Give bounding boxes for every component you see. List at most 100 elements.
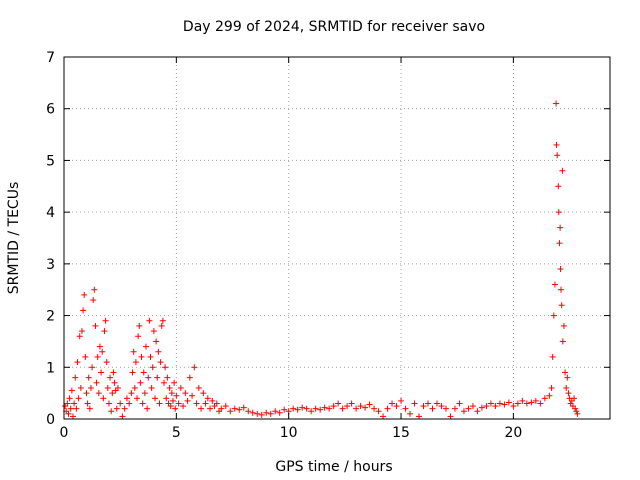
data-point bbox=[143, 343, 150, 350]
data-point bbox=[546, 392, 553, 399]
data-point bbox=[200, 390, 207, 397]
x-tick-label: 5 bbox=[172, 425, 181, 441]
data-point bbox=[411, 400, 418, 407]
plot-frame bbox=[63, 56, 611, 420]
data-point bbox=[551, 281, 558, 288]
data-point bbox=[91, 286, 98, 293]
data-point bbox=[150, 328, 157, 335]
data-point bbox=[456, 400, 463, 407]
data-point bbox=[572, 405, 579, 412]
data-point bbox=[104, 384, 111, 391]
data-point bbox=[90, 297, 97, 304]
data-point bbox=[95, 390, 102, 397]
data-point bbox=[108, 408, 115, 415]
data-point bbox=[474, 408, 481, 415]
data-point bbox=[172, 405, 179, 412]
data-point bbox=[147, 353, 154, 360]
data-point bbox=[193, 400, 200, 407]
data-point bbox=[69, 413, 76, 420]
data-point bbox=[84, 400, 91, 407]
data-point bbox=[107, 374, 114, 381]
data-point bbox=[182, 390, 189, 397]
data-point bbox=[553, 141, 560, 148]
data-point bbox=[263, 409, 270, 416]
y-tick-label: 1 bbox=[46, 360, 55, 376]
data-point bbox=[559, 167, 566, 174]
y-tick-label: 0 bbox=[46, 412, 55, 428]
data-point bbox=[564, 374, 571, 381]
data-point bbox=[357, 403, 364, 410]
data-point bbox=[111, 379, 118, 386]
data-point bbox=[102, 317, 109, 324]
data-point bbox=[78, 328, 85, 335]
data-point bbox=[554, 152, 561, 159]
data-point bbox=[175, 400, 182, 407]
data-point bbox=[72, 374, 79, 381]
y-tick-label: 3 bbox=[46, 257, 55, 273]
y-tick-label: 2 bbox=[46, 309, 55, 325]
data-point bbox=[557, 266, 564, 273]
data-point bbox=[303, 405, 310, 412]
y-tick-label: 6 bbox=[46, 102, 55, 118]
data-point bbox=[281, 406, 288, 413]
data-point bbox=[245, 408, 252, 415]
data-point bbox=[130, 348, 137, 355]
data-point bbox=[89, 364, 96, 371]
data-point bbox=[384, 405, 391, 412]
data-point bbox=[519, 397, 526, 404]
data-point bbox=[68, 387, 75, 394]
data-point bbox=[240, 404, 247, 411]
data-point bbox=[146, 317, 153, 324]
data-point bbox=[166, 384, 173, 391]
data-point bbox=[163, 395, 170, 402]
data-point bbox=[191, 364, 198, 371]
data-point bbox=[87, 384, 94, 391]
data-point bbox=[65, 410, 72, 417]
data-point bbox=[66, 395, 73, 402]
data-point bbox=[429, 405, 436, 412]
data-point bbox=[100, 395, 107, 402]
data-point bbox=[548, 384, 555, 391]
data-point bbox=[571, 395, 578, 402]
data-point bbox=[549, 353, 556, 360]
data-point bbox=[541, 395, 548, 402]
data-point bbox=[131, 384, 138, 391]
data-series bbox=[62, 100, 581, 420]
data-point bbox=[563, 384, 570, 391]
axis-ticks: 0 5 10 15 20 0 1 2 3 4 5 6 7 bbox=[46, 50, 610, 441]
data-point bbox=[523, 400, 530, 407]
data-point bbox=[71, 400, 78, 407]
data-point bbox=[433, 400, 440, 407]
data-point bbox=[353, 405, 360, 412]
data-point bbox=[528, 399, 535, 406]
data-point bbox=[222, 403, 229, 410]
data-point bbox=[213, 400, 220, 407]
data-point bbox=[469, 403, 476, 410]
x-tick-label: 0 bbox=[60, 425, 69, 441]
data-point bbox=[366, 401, 373, 408]
data-point bbox=[562, 369, 569, 376]
data-point bbox=[420, 403, 427, 410]
data-point bbox=[153, 338, 160, 345]
data-point bbox=[129, 369, 136, 376]
data-point bbox=[218, 405, 225, 412]
data-point bbox=[207, 405, 214, 412]
data-point bbox=[73, 405, 80, 412]
data-point bbox=[171, 379, 178, 386]
data-point bbox=[465, 405, 472, 412]
data-point bbox=[155, 348, 162, 355]
data-point bbox=[326, 405, 333, 412]
data-point bbox=[407, 410, 414, 417]
data-point bbox=[558, 302, 565, 309]
data-point bbox=[254, 410, 261, 417]
data-point bbox=[573, 408, 580, 415]
data-point bbox=[195, 384, 202, 391]
data-point bbox=[559, 338, 566, 345]
data-point bbox=[189, 392, 196, 399]
y-tick-label: 7 bbox=[46, 50, 55, 66]
y-axis-label: SRMTID / TECUs bbox=[6, 182, 22, 295]
data-point bbox=[371, 405, 378, 412]
data-point bbox=[514, 400, 521, 407]
data-point bbox=[362, 404, 369, 411]
